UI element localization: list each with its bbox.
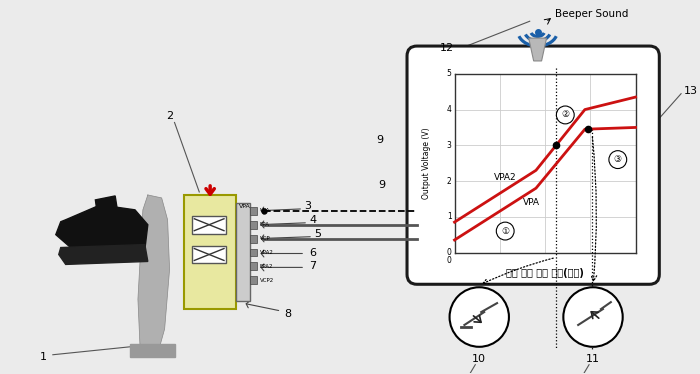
Circle shape bbox=[556, 106, 574, 124]
Bar bbox=[250, 263, 257, 270]
Polygon shape bbox=[59, 245, 148, 264]
Circle shape bbox=[449, 287, 509, 347]
Text: VPA: VPA bbox=[260, 208, 270, 213]
Text: 11: 11 bbox=[586, 354, 600, 364]
Text: 5: 5 bbox=[447, 69, 452, 78]
Circle shape bbox=[496, 222, 514, 240]
Text: VPA2: VPA2 bbox=[260, 250, 274, 255]
Text: EPA: EPA bbox=[260, 222, 270, 227]
Text: Output Voltage (V): Output Voltage (V) bbox=[422, 128, 431, 199]
Text: 1: 1 bbox=[39, 352, 46, 362]
Text: 5: 5 bbox=[314, 229, 321, 239]
Circle shape bbox=[564, 287, 623, 347]
Circle shape bbox=[609, 151, 626, 169]
Text: 9: 9 bbox=[376, 135, 383, 145]
Bar bbox=[250, 221, 257, 229]
Text: 9: 9 bbox=[379, 180, 386, 190]
Text: 0: 0 bbox=[447, 248, 452, 257]
Text: 13: 13 bbox=[684, 86, 698, 96]
Text: 12: 12 bbox=[440, 43, 454, 53]
Text: ③: ③ bbox=[614, 155, 622, 164]
Text: 1: 1 bbox=[447, 212, 452, 221]
Polygon shape bbox=[138, 195, 169, 357]
Text: EPA2: EPA2 bbox=[260, 264, 273, 269]
Polygon shape bbox=[56, 205, 148, 260]
Text: VPA2: VPA2 bbox=[494, 173, 517, 182]
Text: 2: 2 bbox=[447, 177, 452, 186]
Text: 3: 3 bbox=[447, 141, 452, 150]
Bar bbox=[250, 276, 257, 284]
Text: 4: 4 bbox=[309, 215, 316, 225]
Bar bbox=[236, 203, 250, 301]
Text: VPA: VPA bbox=[524, 198, 540, 207]
Text: 4: 4 bbox=[447, 105, 452, 114]
Text: ②: ② bbox=[561, 110, 569, 119]
Polygon shape bbox=[528, 38, 547, 61]
Bar bbox=[250, 207, 257, 215]
Text: 2: 2 bbox=[166, 111, 173, 120]
Bar bbox=[193, 246, 226, 263]
Text: VPA: VPA bbox=[239, 204, 251, 209]
Text: ①: ① bbox=[501, 227, 510, 236]
Text: 6: 6 bbox=[309, 248, 316, 258]
Text: 10: 10 bbox=[473, 354, 486, 364]
Text: Beeper Sound: Beeper Sound bbox=[555, 9, 629, 19]
Text: 7: 7 bbox=[309, 261, 316, 272]
Text: 0: 0 bbox=[447, 257, 452, 266]
Text: VCP: VCP bbox=[260, 236, 270, 241]
Text: VCP2: VCP2 bbox=[260, 278, 274, 283]
Polygon shape bbox=[130, 344, 174, 357]
Text: 3: 3 bbox=[304, 201, 312, 211]
FancyBboxPatch shape bbox=[407, 46, 659, 284]
Bar bbox=[250, 234, 257, 243]
Polygon shape bbox=[95, 196, 118, 222]
Bar bbox=[193, 216, 226, 234]
Bar bbox=[250, 249, 257, 257]
Text: 8: 8 bbox=[285, 309, 292, 319]
FancyBboxPatch shape bbox=[184, 195, 236, 309]
Text: 가속 페달 밟는 정돈(각도): 가속 페달 밟는 정돈(각도) bbox=[506, 269, 584, 278]
